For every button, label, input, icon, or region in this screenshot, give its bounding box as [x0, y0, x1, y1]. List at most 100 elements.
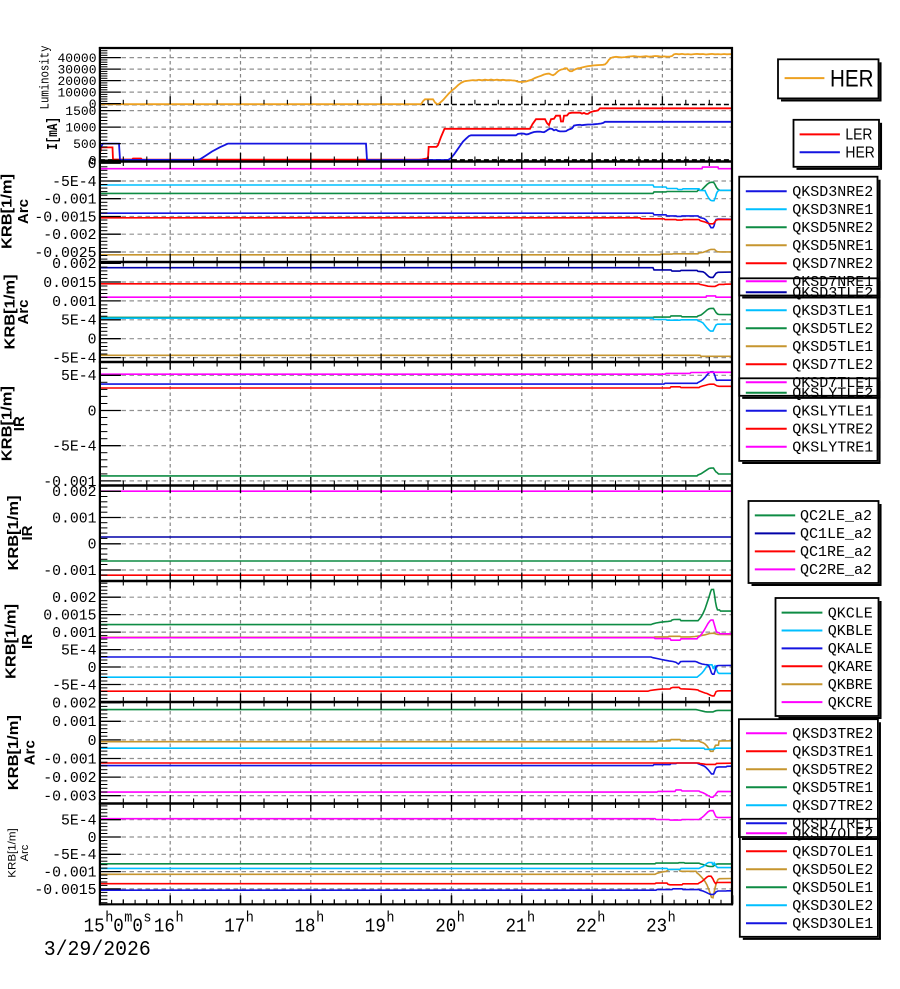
- svg-text:QKSD7TLE2: QKSD7TLE2: [792, 357, 873, 374]
- svg-text:IR: IR: [19, 525, 36, 540]
- svg-text:IR: IR: [11, 416, 28, 431]
- svg-text:-5E-4: -5E-4: [52, 848, 97, 864]
- svg-text:KRB[1/m]: KRB[1/m]: [6, 495, 22, 570]
- svg-text:QKSD3TLE2: QKSD3TLE2: [792, 285, 873, 302]
- svg-text:0.001: 0.001: [52, 295, 97, 311]
- svg-text:QKSLYTRE1: QKSLYTRE1: [792, 440, 873, 457]
- svg-text:500: 500: [73, 137, 96, 152]
- svg-text:QKSD7OLE2: QKSD7OLE2: [792, 826, 873, 843]
- svg-text:KRB[1/m]: KRB[1/m]: [2, 274, 18, 349]
- svg-text:-5E-4: -5E-4: [52, 440, 97, 456]
- svg-text:QKSD3OLE2: QKSD3OLE2: [792, 898, 873, 915]
- svg-text:0: 0: [88, 404, 97, 420]
- svg-text:QKSLYTLE2: QKSLYTLE2: [792, 386, 873, 403]
- svg-text:QKSD7NRE2: QKSD7NRE2: [792, 256, 873, 273]
- svg-text:0: 0: [88, 831, 97, 847]
- svg-text:22: 22: [576, 916, 597, 938]
- svg-text:QKBRE: QKBRE: [828, 677, 873, 694]
- svg-text:30000: 30000: [57, 63, 96, 78]
- svg-text:QKSLYTLE1: QKSLYTLE1: [792, 404, 873, 421]
- svg-text:QKCRE: QKCRE: [828, 695, 873, 712]
- svg-text:h: h: [246, 910, 254, 927]
- svg-text:-0.001: -0.001: [43, 193, 96, 209]
- svg-text:QC1LE_a2: QC1LE_a2: [800, 526, 872, 543]
- svg-text:0.001: 0.001: [52, 511, 97, 527]
- svg-text:5E-4: 5E-4: [61, 369, 97, 385]
- svg-text:QKSD5TRE2: QKSD5TRE2: [792, 762, 873, 779]
- svg-text:5E-4: 5E-4: [61, 644, 97, 660]
- svg-text:-0.002: -0.002: [43, 228, 96, 244]
- svg-text:KRB[1/m]: KRB[1/m]: [0, 386, 15, 461]
- svg-text:LER: LER: [845, 126, 872, 144]
- svg-text:21: 21: [506, 916, 527, 938]
- svg-text:-5E-4: -5E-4: [52, 175, 97, 191]
- svg-text:-0.001: -0.001: [43, 752, 96, 768]
- svg-text:5E-4: 5E-4: [61, 814, 97, 830]
- svg-text:I[mA]: I[mA]: [44, 117, 61, 150]
- svg-text:0.001: 0.001: [52, 626, 97, 642]
- svg-text:15: 15: [84, 916, 105, 938]
- svg-text:18: 18: [295, 916, 316, 938]
- svg-text:-0.0015: -0.0015: [34, 210, 96, 226]
- svg-text:IR: IR: [19, 634, 36, 649]
- svg-text:HER: HER: [830, 65, 874, 92]
- svg-text:0: 0: [88, 538, 97, 554]
- svg-text:0.002: 0.002: [52, 485, 96, 501]
- svg-text:KRB[1/m]: KRB[1/m]: [0, 174, 16, 249]
- svg-text:Arc: Arc: [22, 740, 39, 765]
- svg-text:QKSD7TLE1: QKSD7TLE1: [792, 375, 873, 392]
- svg-text:QKSD3NRE2: QKSD3NRE2: [792, 184, 873, 201]
- svg-text:0: 0: [88, 661, 97, 677]
- svg-text:19: 19: [365, 916, 386, 938]
- svg-text:-0.002: -0.002: [43, 771, 96, 787]
- svg-text:0: 0: [89, 154, 97, 169]
- svg-text:h: h: [527, 910, 535, 927]
- svg-text:QKSD3TRE2: QKSD3TRE2: [792, 726, 873, 743]
- svg-text:QKARE: QKARE: [828, 659, 873, 676]
- svg-text:h: h: [386, 910, 394, 927]
- svg-text:QKSD7OLE1: QKSD7OLE1: [792, 844, 873, 861]
- svg-text:QKSD7TRE2: QKSD7TRE2: [792, 798, 873, 815]
- svg-text:h: h: [457, 910, 465, 927]
- svg-text:QKSD5TLE1: QKSD5TLE1: [792, 339, 873, 356]
- svg-text:QKSD5OLE1: QKSD5OLE1: [792, 880, 873, 897]
- svg-text:QKSD5OLE2: QKSD5OLE2: [792, 862, 873, 879]
- svg-text:-0.001: -0.001: [43, 866, 96, 882]
- svg-text:-0.001: -0.001: [43, 564, 96, 580]
- svg-text:QKSD3OLE1: QKSD3OLE1: [792, 916, 873, 933]
- svg-text:1500: 1500: [65, 104, 96, 119]
- svg-text:-0.001: -0.001: [43, 475, 96, 491]
- svg-text:5E-4: 5E-4: [61, 314, 97, 330]
- svg-text:QKSD5TLE2: QKSD5TLE2: [792, 321, 873, 338]
- svg-text:0.002: 0.002: [52, 591, 96, 607]
- svg-text:20: 20: [435, 916, 456, 938]
- svg-text:23: 23: [646, 916, 667, 938]
- svg-text:20000: 20000: [57, 74, 96, 89]
- svg-text:Arc: Arc: [15, 299, 32, 324]
- svg-text:h: h: [597, 910, 605, 927]
- svg-text:0: 0: [88, 734, 97, 750]
- svg-text:0.002: 0.002: [52, 697, 96, 713]
- svg-text:10000: 10000: [57, 86, 96, 101]
- svg-text:-5E-4: -5E-4: [52, 678, 97, 694]
- svg-text:h: h: [316, 910, 324, 927]
- svg-text:QKSD7NRE1: QKSD7NRE1: [792, 274, 873, 291]
- svg-text:QC2RE_a2: QC2RE_a2: [800, 562, 872, 579]
- svg-text:QC2LE_a2: QC2LE_a2: [800, 508, 872, 525]
- svg-text:QKSD3TRE1: QKSD3TRE1: [792, 744, 873, 761]
- svg-text:QKSLYTRE2: QKSLYTRE2: [792, 422, 873, 439]
- svg-text:0.0015: 0.0015: [43, 609, 96, 625]
- svg-text:KRB[1/m]: KRB[1/m]: [3, 604, 19, 679]
- svg-text:0: 0: [89, 97, 97, 112]
- svg-text:QKSD5NRE1: QKSD5NRE1: [792, 238, 873, 255]
- svg-text:16: 16: [154, 916, 175, 938]
- svg-text:0.0015: 0.0015: [43, 276, 96, 292]
- svg-text:-5E-4: -5E-4: [52, 352, 97, 368]
- svg-text:QKSD7TRE1: QKSD7TRE1: [792, 816, 873, 833]
- svg-text:-0.0025: -0.0025: [34, 246, 96, 262]
- svg-text:QC1RE_a2: QC1RE_a2: [800, 544, 872, 561]
- svg-text:Arc: Arc: [15, 199, 32, 224]
- svg-text:40000: 40000: [57, 51, 96, 66]
- svg-text:QKSD5TRE1: QKSD5TRE1: [792, 780, 873, 797]
- svg-text:KRB[1/m]: KRB[1/m]: [7, 828, 19, 877]
